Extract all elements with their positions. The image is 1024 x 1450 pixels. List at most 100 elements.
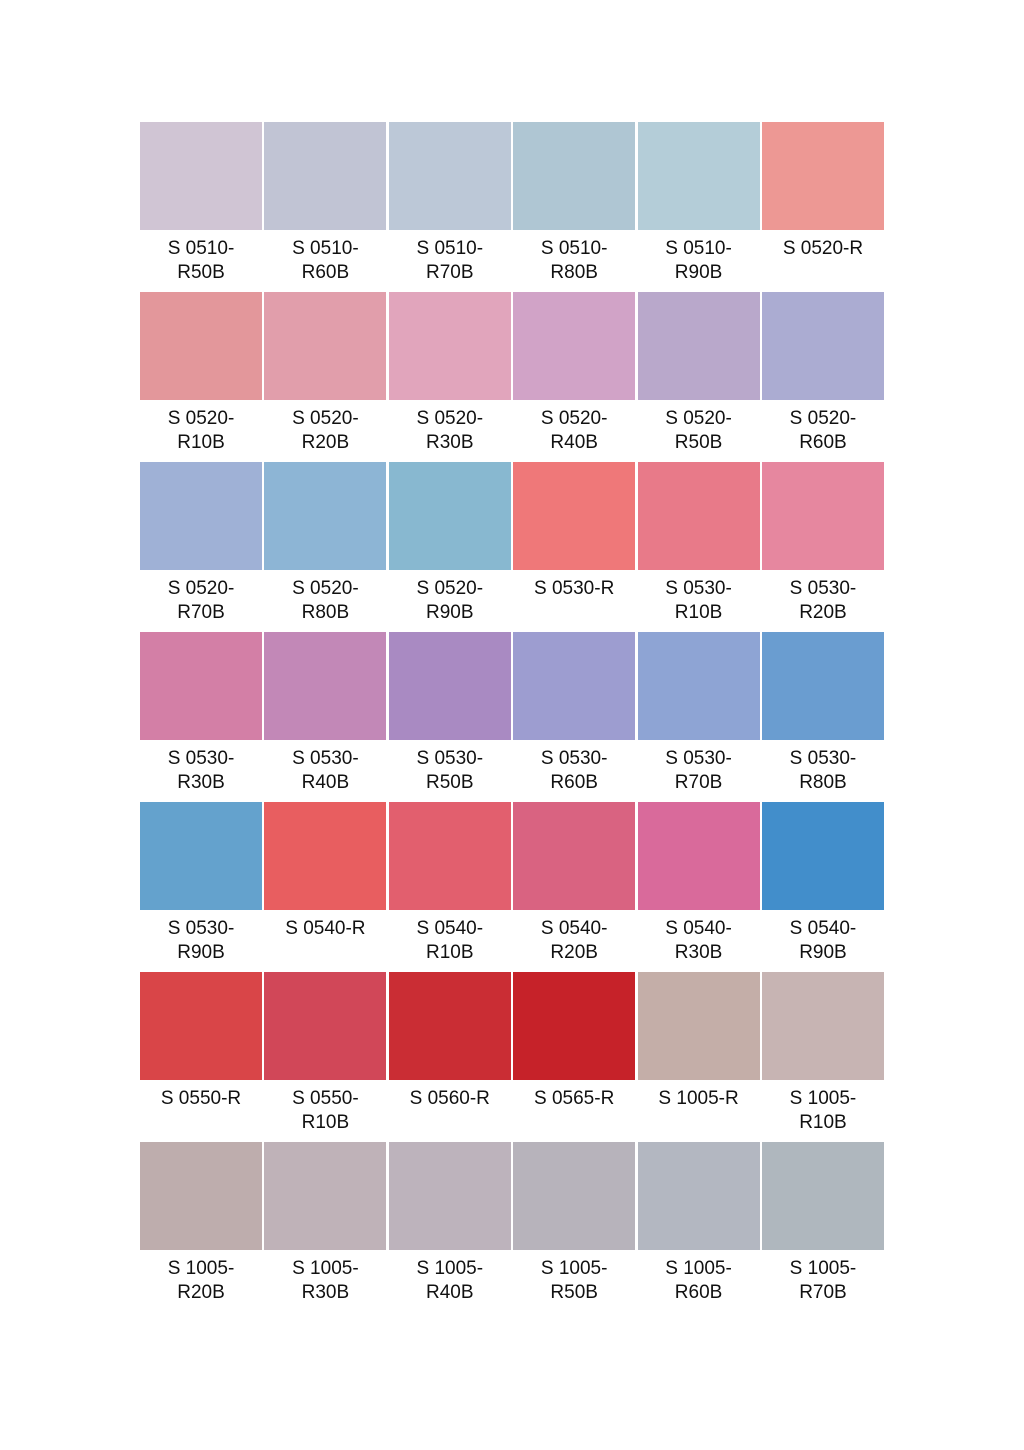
color-swatch-card: S 0530- R70B [637, 632, 760, 802]
color-swatch [761, 972, 884, 1080]
color-swatch-card: S 0510- R60B [264, 122, 387, 292]
color-code-label: S 0550- R10B [292, 1088, 359, 1133]
color-swatch [140, 632, 262, 740]
color-swatch [513, 802, 636, 910]
color-code-label: S 1005- R40B [416, 1258, 484, 1303]
color-swatch-card: S 0540- R10B [388, 802, 511, 972]
color-swatch [264, 1142, 387, 1250]
color-swatch [264, 802, 387, 910]
color-swatch [637, 972, 760, 1080]
color-code-label: S 1005-R [658, 1088, 739, 1109]
color-swatch-card: S 0530- R80B [761, 632, 884, 802]
color-code-label: S 0530- R40B [292, 748, 359, 793]
color-code-label: S 0540- R10B [416, 918, 484, 963]
color-swatch [513, 462, 636, 570]
color-code-label: S 0530-R [534, 578, 615, 599]
color-swatch [264, 462, 387, 570]
color-swatch [761, 1142, 884, 1250]
color-swatch [140, 292, 262, 400]
color-code-label: S 0520- R40B [540, 408, 608, 453]
color-swatch-grid: S 0510- R50B S 0510- R60B S 0510- R70B S 05… [140, 122, 884, 1312]
color-code-label: S 1005- R50B [540, 1258, 608, 1303]
color-swatch [637, 632, 760, 740]
color-swatch-card: S 0510- R70B [388, 122, 511, 292]
color-swatch [513, 1142, 636, 1250]
color-swatch [513, 122, 636, 230]
color-swatch [637, 292, 760, 400]
color-code-label: S 0540- R20B [540, 918, 608, 963]
color-swatch [388, 632, 511, 740]
color-code-label: S 0530- R70B [665, 748, 732, 793]
color-swatch [140, 462, 262, 570]
color-swatch [513, 292, 636, 400]
color-swatch [264, 972, 387, 1080]
color-code-label: S 0510- R80B [540, 238, 608, 283]
color-code-label: S 0550-R [160, 1088, 242, 1109]
color-swatch-card: S 0530- R10B [637, 462, 760, 632]
color-code-label: S 0530- R30B [167, 748, 235, 793]
color-code-label: S 0520- R60B [789, 408, 857, 453]
color-code-label: S 0520- R30B [416, 408, 484, 453]
color-code-label: S 1005- R20B [167, 1258, 235, 1303]
color-code-label: S 0565-R [534, 1088, 615, 1109]
color-swatch-card: S 1005-R [637, 972, 760, 1142]
color-code-label: S 0520- R80B [292, 578, 359, 623]
color-swatch-card: S 0520-R [761, 122, 884, 292]
color-code-label: S 0510- R50B [167, 238, 235, 283]
color-swatch [388, 1142, 511, 1250]
color-swatch [637, 802, 760, 910]
color-swatch [140, 1142, 262, 1250]
color-code-label: S 0560-R [409, 1088, 490, 1109]
color-code-label: S 0520-R [782, 238, 864, 259]
color-swatch-card: S 0520- R20B [264, 292, 387, 462]
color-swatch [513, 632, 636, 740]
color-swatch-card: S 0510- R90B [637, 122, 760, 292]
color-code-label: S 0540- R90B [789, 918, 857, 963]
color-swatch-card: S 1005- R30B [264, 1142, 387, 1312]
color-code-label: S 0530- R80B [789, 748, 857, 793]
color-code-label: S 0530- R10B [665, 578, 732, 623]
color-code-label: S 0530- R60B [540, 748, 608, 793]
color-code-label: S 0530- R90B [167, 918, 235, 963]
color-swatch-card: S 1005- R40B [388, 1142, 511, 1312]
color-swatch-card: S 0520- R90B [388, 462, 511, 632]
color-swatch [140, 122, 262, 230]
color-swatch-card: S 0520- R70B [140, 462, 262, 632]
color-swatch-card: S 0530- R40B [264, 632, 387, 802]
color-swatch [388, 292, 511, 400]
color-swatch-card: S 0530-R [513, 462, 636, 632]
color-code-label: S 1005- R30B [292, 1258, 359, 1303]
color-swatch-card: S 0520- R40B [513, 292, 636, 462]
color-swatch [761, 122, 884, 230]
color-code-label: S 0520- R90B [416, 578, 484, 623]
color-swatch [761, 462, 884, 570]
color-swatch-card: S 0530- R60B [513, 632, 636, 802]
color-code-label: S 0540- R30B [665, 918, 732, 963]
color-swatch [637, 122, 760, 230]
color-swatch-card: S 0540-R [264, 802, 387, 972]
color-swatch-card: S 0530- R90B [140, 802, 262, 972]
color-code-label: S 0530- R20B [789, 578, 857, 623]
color-code-label: S 1005- R70B [789, 1258, 857, 1303]
color-swatch-card: S 0540- R90B [761, 802, 884, 972]
color-code-label: S 0510- R60B [292, 238, 359, 283]
color-swatch-card: S 0510- R50B [140, 122, 262, 292]
color-swatch [264, 632, 387, 740]
color-swatch-card: S 0565-R [513, 972, 636, 1142]
color-code-label: S 0510- R70B [416, 238, 484, 283]
color-swatch-card: S 0520- R80B [264, 462, 387, 632]
color-code-label: S 0510- R90B [665, 238, 732, 283]
color-swatch-card: S 1005- R20B [140, 1142, 262, 1312]
color-swatch-card: S 0530- R30B [140, 632, 262, 802]
color-swatch-card: S 0510- R80B [513, 122, 636, 292]
color-swatch [761, 632, 884, 740]
color-swatch-card: S 0520- R30B [388, 292, 511, 462]
color-swatch-card: S 0520- R50B [637, 292, 760, 462]
color-swatch [388, 802, 511, 910]
color-swatch [388, 462, 511, 570]
color-swatch [761, 292, 884, 400]
color-swatch-card: S 0540- R20B [513, 802, 636, 972]
color-swatch [140, 972, 262, 1080]
color-swatch [264, 292, 387, 400]
color-swatch-card: S 0540- R30B [637, 802, 760, 972]
